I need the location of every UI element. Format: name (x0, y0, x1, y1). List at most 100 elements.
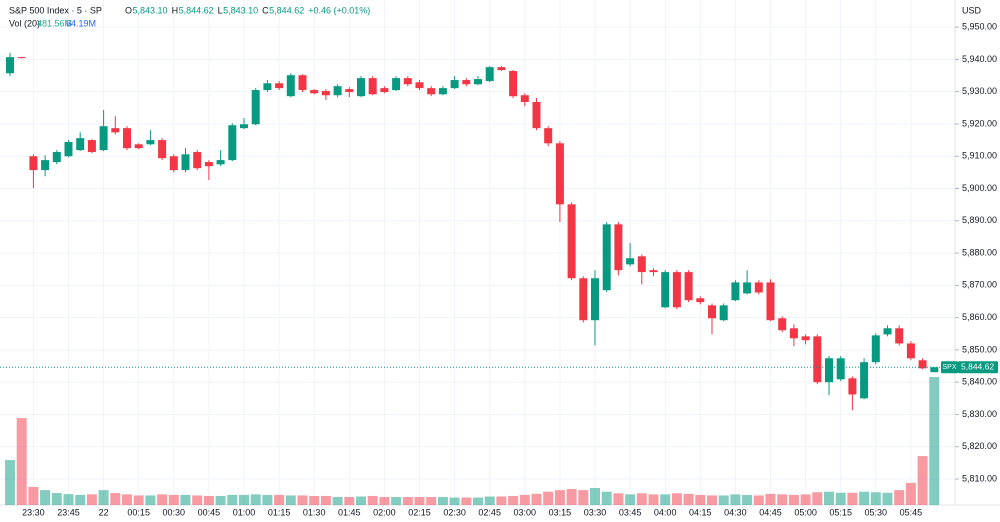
volume-bar (496, 496, 507, 505)
volume-bar (812, 492, 823, 505)
volume-bar (449, 497, 460, 505)
grid (0, 0, 955, 505)
volume-bar (157, 494, 168, 505)
x-tick-label: 23:45 (57, 507, 80, 517)
candle-body (134, 144, 143, 149)
change: +0.46 (+0.01%) (308, 5, 370, 15)
candle-body (169, 156, 178, 171)
ohlc-value: 5,844.62 (179, 5, 214, 15)
volume-bar (320, 495, 331, 505)
volume-bar (51, 493, 62, 505)
candle-body (158, 140, 167, 159)
volume-bar (356, 496, 366, 505)
candle-body (450, 80, 459, 89)
candle-body (672, 272, 681, 308)
volume-bar (894, 490, 905, 505)
x-tick-label: 03:45 (619, 507, 642, 517)
candle-body (485, 67, 494, 82)
volume-bar (543, 491, 554, 505)
volume-bar (777, 494, 788, 505)
currency: USD (962, 5, 982, 15)
volume-bar (578, 490, 589, 505)
x-tick-label: 04:00 (654, 507, 677, 517)
x-tick-label: 04:45 (759, 507, 782, 517)
volume-bar (625, 494, 636, 505)
y-tick-label: 5,890.00 (962, 215, 997, 225)
volume-bar (133, 495, 144, 505)
volume-bar (122, 494, 132, 505)
volume-bar (531, 493, 542, 505)
candle-body (555, 143, 564, 205)
x-tick-label: 05:30 (865, 507, 888, 517)
vol-value: 481.56M (37, 18, 72, 28)
last-price-label: 5,844.62 (961, 362, 994, 372)
volume-bar (285, 495, 296, 505)
candle-body (123, 128, 131, 149)
y-tick-label: 5,870.00 (962, 280, 997, 290)
candle-body (52, 152, 61, 163)
candle-body (532, 102, 541, 129)
candle-body (333, 86, 342, 96)
candle-body (403, 78, 412, 85)
y-tick-label: 5,930.00 (962, 86, 997, 96)
x-tick-label: 05:15 (829, 507, 852, 517)
y-tick-label: 5,900.00 (962, 183, 997, 193)
volume-bar (765, 493, 776, 505)
candle-body (766, 282, 775, 321)
volume-bar (519, 494, 530, 505)
candle-body (848, 378, 857, 395)
volume-bar (824, 491, 834, 505)
candle-body (789, 328, 798, 339)
volume-bar (297, 495, 308, 505)
volume-bar (344, 497, 355, 505)
volume-bar (660, 494, 671, 505)
candle-body (778, 318, 787, 331)
candle-body (708, 305, 716, 319)
x-tick-label: 01:45 (338, 507, 361, 517)
volume-bar (566, 489, 577, 505)
y-tick-label: 5,850.00 (962, 344, 997, 354)
y-tick-label: 5,950.00 (962, 21, 997, 31)
candle-body (591, 278, 599, 321)
x-tick-label: 01:00 (233, 507, 256, 517)
candle-body (509, 71, 518, 97)
volume-bar (63, 494, 74, 505)
volume-bar (437, 497, 448, 505)
candle-body (181, 154, 190, 171)
volume-bar (753, 495, 764, 505)
candle-body (99, 126, 108, 151)
y-tick-label: 5,820.00 (962, 441, 997, 451)
x-tick-label: 01:15 (268, 507, 291, 517)
volume-bar (426, 497, 437, 505)
volume-bar (379, 497, 390, 505)
x-tick-label: 05:00 (794, 507, 817, 517)
volume-bar (800, 494, 811, 505)
candle-body (860, 362, 869, 399)
candle-body (427, 88, 436, 95)
volume-bar (239, 494, 249, 505)
volume-bar (835, 492, 846, 505)
candle-body (649, 270, 658, 273)
candle-body (497, 67, 506, 71)
candle-body (696, 298, 705, 303)
volume-bar (40, 490, 51, 505)
candle-body (883, 328, 892, 335)
candle-body (614, 224, 623, 271)
candle-body (918, 360, 927, 369)
volume-bar (215, 495, 226, 505)
candle-body (731, 282, 740, 301)
candle-body (216, 160, 225, 165)
candle-body (87, 140, 96, 153)
volume-bar (648, 494, 659, 505)
candle-body (801, 336, 810, 341)
candle-body (906, 343, 915, 359)
volume-bar (367, 495, 378, 505)
ohlc-value: 5,843.10 (133, 5, 168, 15)
volume-bar (192, 495, 203, 505)
volume-bar (917, 456, 928, 505)
vol-title: Vol (20) (9, 18, 40, 28)
x-tick-label: 02:00 (373, 507, 396, 517)
candle-body (275, 83, 284, 89)
ohlc-key: O (125, 5, 132, 15)
y-tick-label: 5,940.00 (962, 54, 997, 64)
